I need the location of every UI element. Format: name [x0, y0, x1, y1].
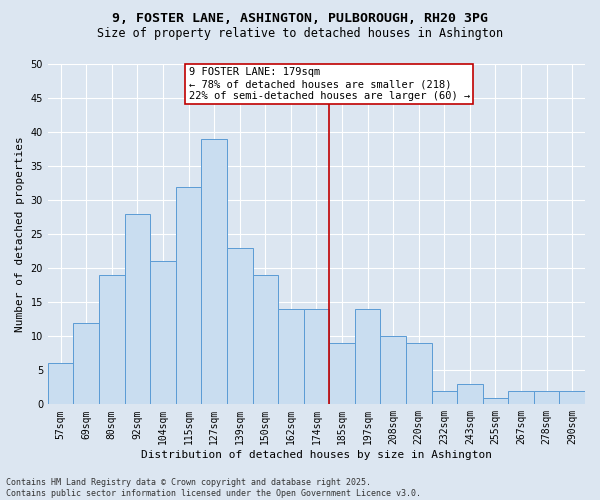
- Bar: [406, 343, 431, 404]
- Bar: [431, 390, 457, 404]
- Bar: [508, 390, 534, 404]
- Bar: [278, 309, 304, 404]
- Bar: [227, 248, 253, 404]
- Text: Size of property relative to detached houses in Ashington: Size of property relative to detached ho…: [97, 28, 503, 40]
- Bar: [150, 262, 176, 404]
- Bar: [304, 309, 329, 404]
- Bar: [559, 390, 585, 404]
- Bar: [355, 309, 380, 404]
- Bar: [48, 364, 73, 405]
- Bar: [329, 343, 355, 404]
- Bar: [73, 322, 99, 404]
- Bar: [99, 275, 125, 404]
- Bar: [125, 214, 150, 404]
- Bar: [380, 336, 406, 404]
- X-axis label: Distribution of detached houses by size in Ashington: Distribution of detached houses by size …: [141, 450, 492, 460]
- Bar: [457, 384, 482, 404]
- Bar: [202, 139, 227, 404]
- Text: 9, FOSTER LANE, ASHINGTON, PULBOROUGH, RH20 3PG: 9, FOSTER LANE, ASHINGTON, PULBOROUGH, R…: [112, 12, 488, 26]
- Bar: [253, 275, 278, 404]
- Y-axis label: Number of detached properties: Number of detached properties: [15, 136, 25, 332]
- Bar: [534, 390, 559, 404]
- Text: Contains HM Land Registry data © Crown copyright and database right 2025.
Contai: Contains HM Land Registry data © Crown c…: [6, 478, 421, 498]
- Bar: [176, 186, 202, 404]
- Text: 9 FOSTER LANE: 179sqm
← 78% of detached houses are smaller (218)
22% of semi-det: 9 FOSTER LANE: 179sqm ← 78% of detached …: [188, 68, 470, 100]
- Bar: [482, 398, 508, 404]
